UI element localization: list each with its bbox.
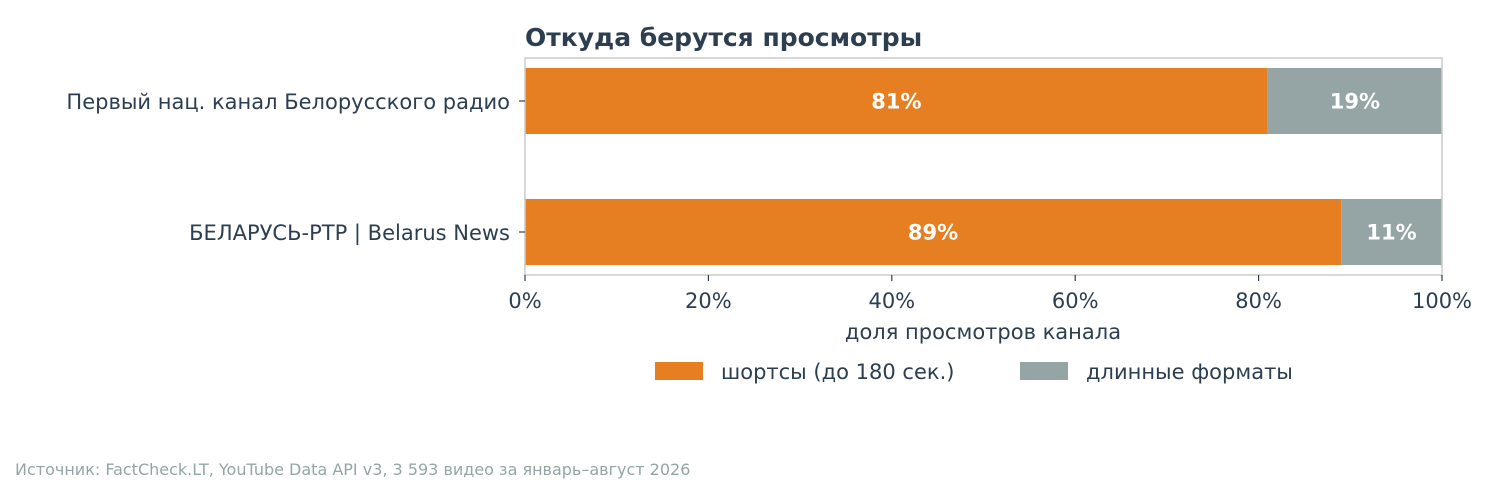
bar-segment-shorts-2 (525, 199, 1342, 265)
data-label: 19% (1330, 90, 1380, 114)
legend-swatch (1020, 362, 1068, 380)
bar-segment-long-2 (1341, 199, 1442, 265)
data-label: 11% (1366, 221, 1416, 245)
x-tick-label: 80% (1235, 289, 1282, 313)
data-label: 89% (908, 221, 958, 245)
legend-label: длинные форматы (1086, 360, 1293, 384)
chart-title: Откуда берутся просмотры (525, 23, 922, 52)
category-label: Первый нац. канал Белорусского радио (66, 90, 510, 114)
plot-frame (524, 57, 1443, 276)
x-tick-label: 0% (508, 289, 541, 313)
legend-label: шортсы (до 180 сек.) (721, 360, 954, 384)
x-tick-label: 20% (685, 289, 732, 313)
legend: шортсы (до 180 сек.) длинные форматы (655, 360, 1293, 384)
bar-segment-shorts-1 (525, 68, 1268, 134)
plot-area: 81% 19% 89% 11% (525, 68, 1442, 265)
y-axis: Первый нац. канал Белорусского радио БЕЛА… (66, 90, 525, 246)
bar-segment-long-1 (1267, 68, 1442, 134)
x-axis-label: доля просмотров канала (845, 320, 1121, 344)
x-tick-label: 100% (1412, 289, 1472, 313)
data-label: 81% (871, 90, 921, 114)
legend-swatch (655, 362, 703, 380)
x-tick-label: 40% (868, 289, 915, 313)
x-axis: 0% 20% 40% 60% 80% 100% (508, 275, 1472, 313)
category-label: БЕЛАРУСЬ-РТР | Belarus News (189, 221, 510, 246)
x-tick-label: 60% (1052, 289, 1099, 313)
source-note: Источник: FactCheck.LT, YouTube Data API… (15, 460, 690, 479)
